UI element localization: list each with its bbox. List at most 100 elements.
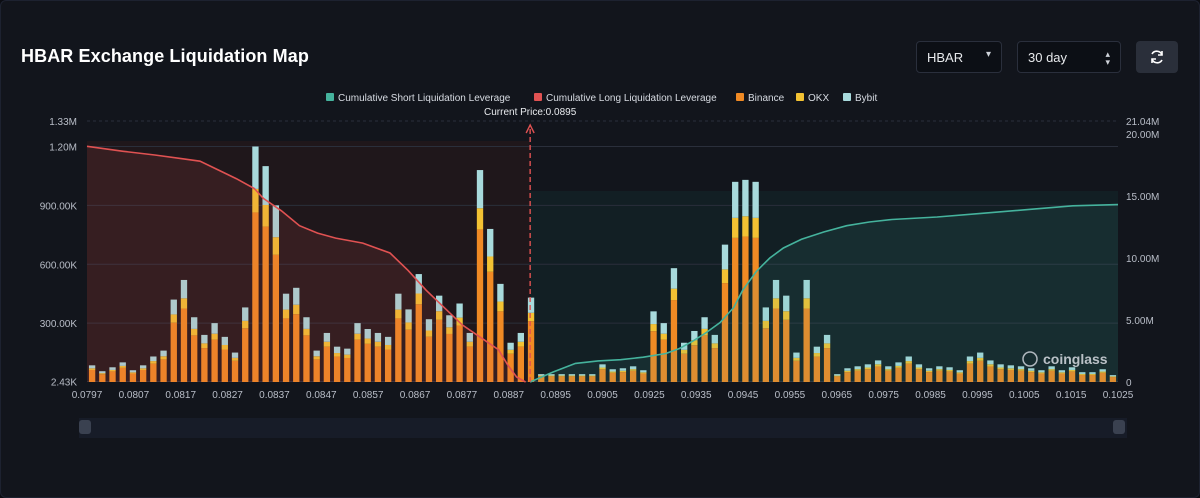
bar-binance xyxy=(640,373,647,382)
bar-binance xyxy=(619,372,627,382)
bar-okx xyxy=(201,343,208,349)
period-select-value: 30 day xyxy=(1028,50,1068,65)
bar-binance xyxy=(1038,373,1045,382)
bar-okx xyxy=(783,311,790,320)
y-left-tick-label: 2.43K xyxy=(51,378,77,389)
bar-bybit xyxy=(905,356,912,362)
bar-okx xyxy=(936,369,943,371)
x-tick-label: 0.0887 xyxy=(493,390,524,401)
page-title: HBAR Exchange Liquidation Map xyxy=(21,46,309,66)
bar-okx xyxy=(925,370,933,373)
bar-okx xyxy=(374,341,382,347)
bar-bybit xyxy=(231,352,239,358)
bar-okx xyxy=(180,298,188,309)
bar-binance xyxy=(109,371,116,382)
bar-binance xyxy=(772,308,780,382)
bar-bybit xyxy=(160,350,167,357)
bar-binance xyxy=(170,322,177,382)
bar-binance xyxy=(333,356,341,382)
period-select[interactable]: 30 day ▴ ▾ xyxy=(1017,41,1121,73)
x-tick-label: 0.0847 xyxy=(306,390,337,401)
bar-okx xyxy=(323,341,331,347)
legend-swatch xyxy=(534,93,542,101)
bar-binance xyxy=(1017,370,1025,382)
bar-binance xyxy=(680,353,688,382)
bar-okx xyxy=(977,357,984,361)
bar-okx xyxy=(752,217,759,238)
bar-bybit xyxy=(742,179,749,217)
zoom-handle-left[interactable] xyxy=(79,420,91,434)
bar-okx xyxy=(191,328,198,336)
bar-bybit xyxy=(629,366,637,370)
zoom-scrollbar-track[interactable] xyxy=(79,418,1127,438)
bar-bybit xyxy=(262,166,269,205)
bar-bybit xyxy=(139,365,147,369)
short-cumulative-line xyxy=(529,203,1119,383)
bar-binance xyxy=(905,363,912,382)
bar-okx xyxy=(650,324,657,332)
bar-okx xyxy=(864,367,872,370)
short-area xyxy=(530,204,1118,382)
coin-select[interactable]: HBAR ▾ xyxy=(916,41,1002,73)
bar-okx xyxy=(823,343,831,349)
x-tick-label: 0.0975 xyxy=(868,390,899,401)
bar-binance xyxy=(548,376,555,382)
x-tick-label: 0.0985 xyxy=(915,390,946,401)
bar-okx xyxy=(762,320,769,329)
bar-bybit xyxy=(987,360,994,365)
bar-binance xyxy=(1028,372,1035,382)
bar-binance xyxy=(977,360,984,382)
bar-okx xyxy=(466,341,473,347)
bar-okx xyxy=(711,343,718,349)
bar-okx xyxy=(599,367,606,370)
bar-okx xyxy=(834,375,841,377)
bar-bybit xyxy=(354,323,361,334)
bar-bybit xyxy=(793,352,800,358)
bar-okx xyxy=(578,375,586,377)
zoom-handle-right[interactable] xyxy=(1113,420,1125,434)
bar-binance xyxy=(711,348,718,382)
bar-binance xyxy=(211,339,218,382)
bar-binance xyxy=(201,348,208,382)
bar-bybit xyxy=(395,293,402,310)
bar-binance xyxy=(670,300,678,382)
bar-binance xyxy=(139,369,147,382)
bar-binance xyxy=(293,314,300,382)
bar-okx xyxy=(772,298,780,309)
bar-bybit xyxy=(487,228,494,257)
bar-binance xyxy=(742,236,749,382)
bar-okx xyxy=(252,188,259,213)
bar-bybit xyxy=(813,346,821,354)
x-tick-label: 0.0905 xyxy=(587,390,618,401)
bar-bybit xyxy=(119,362,126,366)
refresh-button[interactable] xyxy=(1136,41,1178,73)
bar-bybit xyxy=(1007,365,1014,369)
x-tick-label: 0.0827 xyxy=(212,390,243,401)
long-cumulative-line xyxy=(86,145,526,383)
bar-bybit xyxy=(834,374,841,376)
bar-okx xyxy=(354,333,361,340)
bar-bybit xyxy=(323,332,331,342)
bar-okx xyxy=(109,369,116,372)
bar-okx xyxy=(1028,370,1035,373)
bar-binance xyxy=(364,343,371,382)
bar-okx xyxy=(395,309,402,319)
bar-okx xyxy=(742,216,749,237)
legend-swatch xyxy=(736,93,744,101)
x-tick-label: 0.0955 xyxy=(775,390,806,401)
bar-binance xyxy=(231,360,239,382)
bar-binance xyxy=(374,346,382,382)
bar-okx xyxy=(1048,369,1055,371)
x-tick-label: 0.0797 xyxy=(72,390,103,401)
bar-bybit xyxy=(752,181,759,218)
bar-okx xyxy=(1017,369,1025,371)
bar-okx xyxy=(721,269,729,284)
bar-okx xyxy=(1079,373,1086,375)
bar-okx xyxy=(793,357,800,361)
bar-okx xyxy=(119,365,126,368)
bar-binance xyxy=(252,212,259,382)
bar-bybit xyxy=(915,364,923,368)
bar-bybit xyxy=(783,295,790,312)
bar-binance xyxy=(578,376,586,382)
